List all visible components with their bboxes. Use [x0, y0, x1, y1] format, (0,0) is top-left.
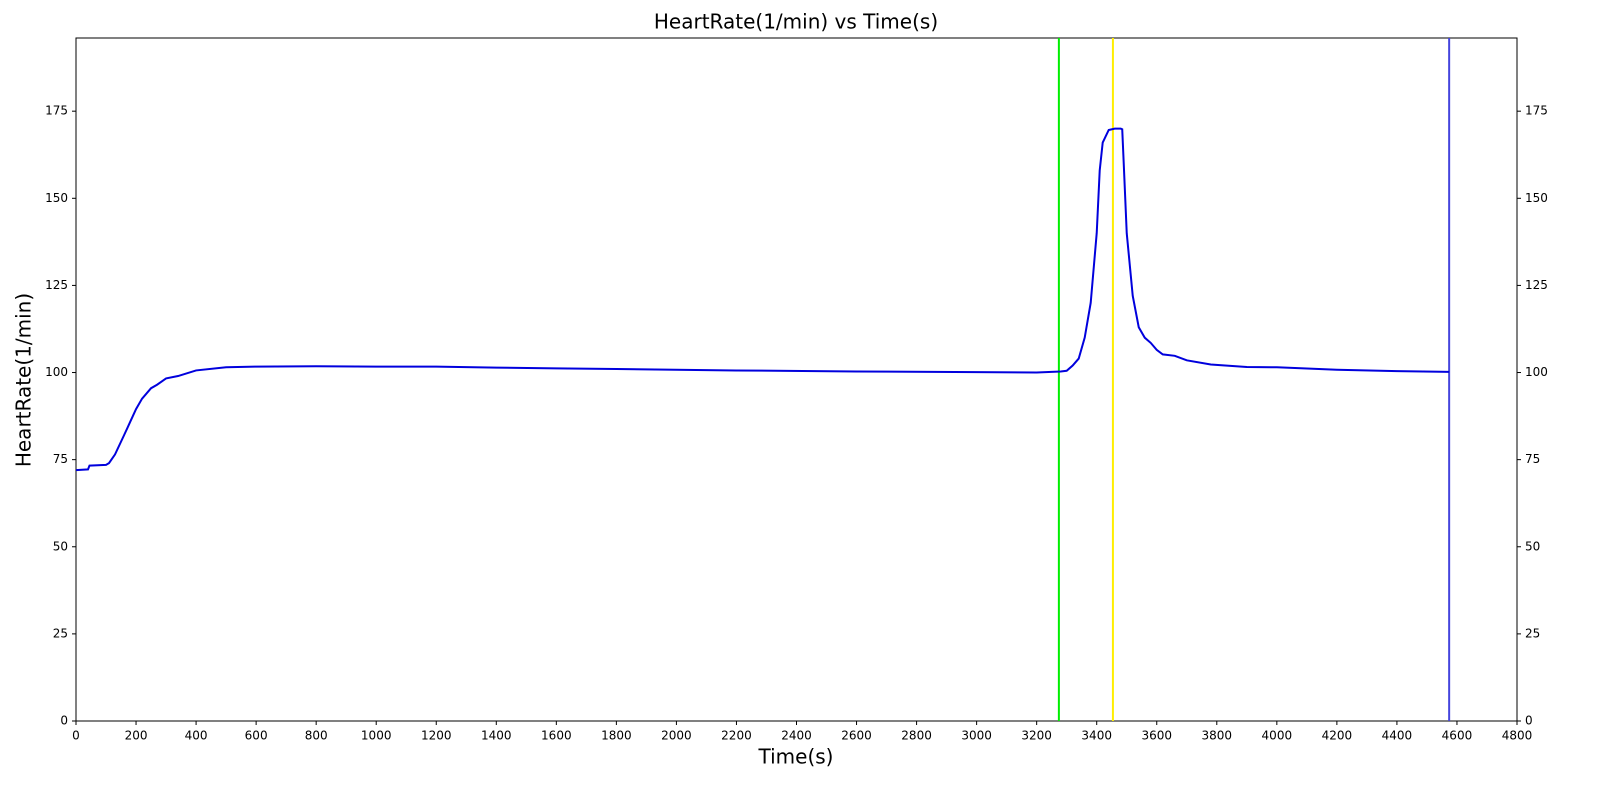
x-tick-label: 4200 [1322, 729, 1353, 743]
x-axis-label: Time(s) [758, 745, 834, 769]
y-tick-label: 25 [53, 626, 68, 640]
x-tick-label: 3800 [1202, 729, 1233, 743]
y2-tick-label: 0 [1525, 714, 1533, 728]
y-tick-label: 75 [53, 452, 68, 466]
x-tick-label: 1400 [481, 729, 512, 743]
y-tick-label: 0 [60, 714, 68, 728]
x-tick-label: 2600 [841, 729, 872, 743]
x-tick-label: 2800 [901, 729, 932, 743]
y2-tick-label: 25 [1525, 626, 1540, 640]
y-tick-label: 150 [45, 191, 68, 205]
x-tick-label: 2200 [721, 729, 752, 743]
y-tick-label: 125 [45, 278, 68, 292]
x-tick-label: 600 [245, 729, 268, 743]
y-tick-label: 100 [45, 365, 68, 379]
x-tick-label: 3400 [1081, 729, 1112, 743]
y-tick-label: 50 [53, 539, 68, 553]
y2-tick-label: 150 [1525, 191, 1548, 205]
x-tick-label: 3200 [1021, 729, 1052, 743]
x-tick-label: 0 [72, 729, 80, 743]
x-tick-label: 3600 [1141, 729, 1172, 743]
x-tick-label: 4800 [1502, 729, 1533, 743]
x-tick-label: 2000 [661, 729, 692, 743]
y2-tick-label: 75 [1525, 452, 1540, 466]
x-tick-label: 800 [305, 729, 328, 743]
x-tick-label: 4000 [1262, 729, 1293, 743]
y2-tick-label: 175 [1525, 104, 1548, 118]
y2-tick-label: 100 [1525, 365, 1548, 379]
data-line [75, 127, 1450, 472]
x-tick-label: 1000 [361, 729, 392, 743]
x-tick-label: 3000 [961, 729, 992, 743]
plot-frame [75, 37, 1518, 722]
x-tick-label: 1600 [541, 729, 572, 743]
x-tick-label: 200 [125, 729, 148, 743]
y2-tick-label: 125 [1525, 278, 1548, 292]
chart-title: HeartRate(1/min) vs Time(s) [654, 10, 938, 34]
x-tick-label: 1200 [421, 729, 452, 743]
y-tick-label: 175 [45, 104, 68, 118]
x-tick-label: 4400 [1382, 729, 1413, 743]
x-tick-label: 2400 [781, 729, 812, 743]
x-tick-label: 400 [185, 729, 208, 743]
x-tick-label: 1800 [601, 729, 632, 743]
x-tick-label: 4600 [1442, 729, 1473, 743]
y2-tick-label: 50 [1525, 539, 1540, 553]
y-axis-label: HeartRate(1/min) [12, 293, 36, 467]
